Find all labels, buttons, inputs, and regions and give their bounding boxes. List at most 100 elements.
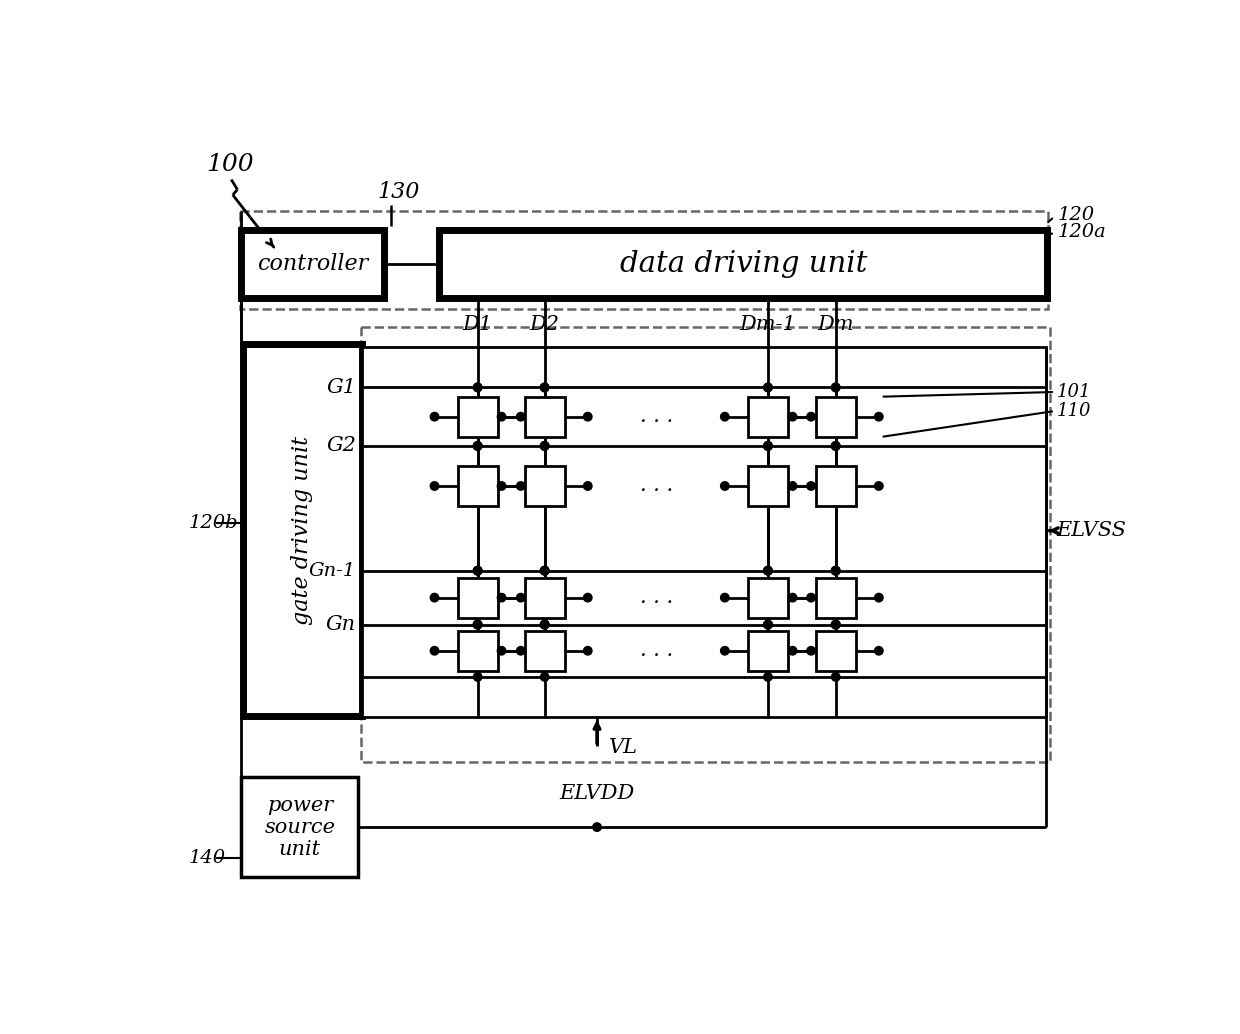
Bar: [361, 327, 1050, 762]
Bar: [458, 397, 497, 436]
Circle shape: [541, 442, 549, 450]
Circle shape: [474, 620, 482, 629]
Bar: [816, 631, 856, 671]
Text: gate driving unit: gate driving unit: [291, 435, 314, 625]
Text: .: .: [474, 515, 481, 538]
Circle shape: [789, 594, 797, 602]
Text: 140: 140: [188, 849, 226, 866]
Text: 120b: 120b: [188, 514, 238, 531]
Circle shape: [720, 413, 729, 421]
Circle shape: [789, 646, 797, 655]
Circle shape: [517, 482, 525, 490]
Circle shape: [517, 594, 525, 602]
Circle shape: [807, 413, 815, 421]
Text: .: .: [832, 546, 839, 569]
Circle shape: [832, 673, 839, 681]
Circle shape: [584, 482, 591, 490]
Circle shape: [874, 594, 883, 602]
Text: .: .: [541, 546, 548, 569]
Circle shape: [764, 442, 773, 450]
Text: .: .: [541, 530, 548, 553]
Circle shape: [474, 384, 482, 392]
Bar: [242, 777, 358, 877]
Bar: [241, 211, 1048, 309]
Text: 120: 120: [1058, 206, 1095, 224]
Circle shape: [764, 620, 773, 629]
Bar: [816, 397, 856, 436]
Circle shape: [430, 482, 439, 490]
Bar: [439, 231, 1048, 298]
Circle shape: [874, 413, 883, 421]
Circle shape: [593, 823, 601, 831]
Circle shape: [430, 413, 439, 421]
Circle shape: [497, 646, 506, 655]
Circle shape: [497, 413, 506, 421]
Circle shape: [584, 413, 591, 421]
Text: D2: D2: [529, 314, 559, 334]
Text: G1: G1: [326, 377, 356, 397]
Circle shape: [541, 620, 549, 629]
Text: VL: VL: [609, 738, 637, 757]
Circle shape: [764, 620, 773, 629]
Circle shape: [807, 482, 815, 490]
Text: 130: 130: [377, 181, 420, 203]
Text: 101: 101: [1056, 383, 1091, 401]
Text: .: .: [832, 530, 839, 553]
Circle shape: [832, 384, 839, 392]
Circle shape: [832, 620, 839, 629]
Circle shape: [474, 567, 482, 575]
Text: Gn-1: Gn-1: [309, 561, 356, 580]
Circle shape: [874, 482, 883, 490]
Circle shape: [832, 620, 839, 629]
Circle shape: [541, 620, 549, 629]
Circle shape: [474, 384, 482, 392]
Circle shape: [430, 646, 439, 655]
Text: controller: controller: [257, 253, 368, 275]
Bar: [458, 466, 497, 506]
Circle shape: [541, 567, 549, 575]
Circle shape: [789, 413, 797, 421]
Text: ELVDD: ELVDD: [559, 785, 635, 803]
Bar: [525, 466, 564, 506]
Circle shape: [832, 442, 839, 450]
Text: . . .: . . .: [640, 588, 673, 607]
Circle shape: [497, 482, 506, 490]
Text: .: .: [541, 515, 548, 538]
Text: data driving unit: data driving unit: [620, 250, 867, 278]
Text: 120a: 120a: [1058, 223, 1106, 241]
Circle shape: [764, 442, 773, 450]
Circle shape: [764, 620, 773, 629]
Bar: [748, 466, 787, 506]
Bar: [525, 631, 564, 671]
Text: .: .: [474, 530, 481, 553]
Text: G2: G2: [326, 436, 356, 455]
Circle shape: [789, 482, 797, 490]
Circle shape: [720, 646, 729, 655]
Text: D1: D1: [463, 314, 492, 334]
Circle shape: [517, 646, 525, 655]
Circle shape: [541, 384, 549, 392]
Circle shape: [474, 620, 482, 629]
Text: 100: 100: [206, 153, 253, 176]
Circle shape: [430, 594, 439, 602]
Circle shape: [474, 442, 482, 450]
Circle shape: [720, 482, 729, 490]
Circle shape: [720, 594, 729, 602]
Circle shape: [832, 620, 839, 629]
Bar: [816, 578, 856, 617]
Circle shape: [497, 594, 506, 602]
Circle shape: [764, 442, 773, 450]
Text: Dm-1: Dm-1: [739, 314, 796, 334]
Text: . . .: . . .: [640, 407, 673, 426]
Bar: [243, 344, 362, 717]
Bar: [748, 578, 787, 617]
Circle shape: [474, 442, 482, 450]
Text: .: .: [764, 530, 771, 553]
Circle shape: [832, 384, 839, 392]
Text: . . .: . . .: [640, 477, 673, 495]
Circle shape: [541, 567, 549, 575]
Circle shape: [541, 673, 549, 681]
Circle shape: [541, 442, 549, 450]
Circle shape: [764, 384, 773, 392]
Bar: [748, 397, 787, 436]
